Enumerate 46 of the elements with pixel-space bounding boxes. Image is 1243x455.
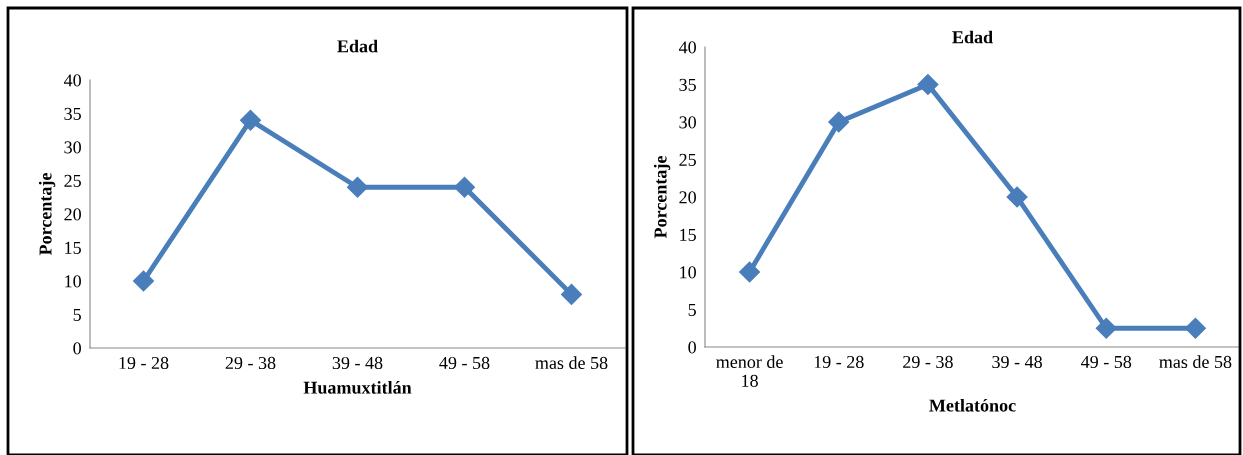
point [739,261,761,283]
x-tick-label: menor de 18 [716,355,783,387]
point [828,111,850,133]
y-tick-label: 25 [679,153,696,166]
y-tick-label: 25 [64,174,81,187]
x-tick-label: 49 - 58 [439,356,490,370]
y-tick-label: 30 [64,141,81,154]
y-tick-label: 10 [680,266,696,279]
y-tick-label: 20 [679,191,696,204]
y-tick-label: 5 [688,303,696,316]
y-tick-label: 0 [688,341,696,354]
point [132,270,155,292]
point [1006,186,1028,208]
y-axis-title: Porcentaje [38,173,56,256]
point [453,176,476,198]
y-tick-label: 40 [678,41,696,54]
x-tick-label: 29 - 38 [225,356,276,370]
x-tick-label: 49 - 58 [1081,355,1132,369]
point [1184,317,1206,339]
y-tick-label: 30 [679,116,696,129]
x-axis-title: Metlatónoc [929,398,1016,412]
point [560,283,583,305]
point [239,109,262,131]
y-tick-label: 35 [64,107,81,120]
x-tick-label: 39 - 48 [332,356,383,370]
y-tick-label: 5 [73,308,81,321]
y-tick-label: 40 [63,74,81,87]
y-tick-label: 20 [64,208,81,221]
x-tick-label: mas de 58 [535,356,608,370]
x-tick-label: 19 - 28 [119,356,169,370]
x-axis-title: Huamuxtitlán [303,381,412,394]
x-tick-label: 39 - 48 [992,355,1042,369]
chart-title: Edad [952,30,993,44]
point [917,73,939,96]
x-tick-label: mas de 58 [1159,355,1232,369]
y-tick-label: 10 [65,275,81,288]
y-tick-label: 0 [73,342,81,355]
point [346,176,369,198]
y-axis-title: Porcentaje [653,156,671,239]
point [1095,317,1117,339]
y-tick-label: 35 [679,78,696,91]
y-tick-label: 15 [65,241,81,254]
x-tick-label: 29 - 38 [903,355,953,369]
y-tick-label: 15 [680,228,696,241]
chart-title: Edad [337,39,378,53]
x-tick-label: 19 - 28 [814,355,864,369]
